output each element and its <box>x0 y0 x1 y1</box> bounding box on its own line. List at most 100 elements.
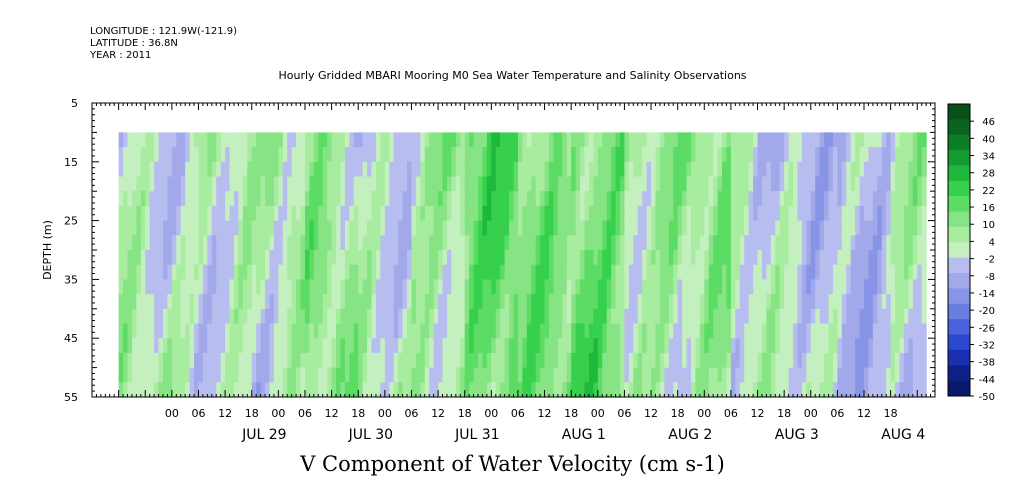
heatmap-cell <box>548 382 555 398</box>
heatmap-cell <box>690 382 697 398</box>
heatmap-cell <box>273 250 279 266</box>
heatmap-cell <box>633 308 639 325</box>
heatmap-cell <box>810 250 816 266</box>
heatmap-cell <box>220 191 226 207</box>
heatmap-cell <box>154 220 160 236</box>
heatmap-cell <box>482 132 488 148</box>
heatmap-cell <box>313 323 319 339</box>
heatmap-cell <box>917 294 923 310</box>
heatmap-cell <box>233 352 240 369</box>
heatmap-cell <box>216 220 222 236</box>
heatmap-cell <box>495 367 501 383</box>
heatmap-cell <box>136 338 142 354</box>
heatmap-cell <box>371 205 377 222</box>
heatmap-cell <box>850 235 856 251</box>
heatmap-cell <box>500 250 506 266</box>
heatmap-cell <box>455 205 461 222</box>
heatmap-cell <box>717 382 723 398</box>
heatmap-cell <box>482 161 488 178</box>
heatmap-cell <box>677 220 683 236</box>
heatmap-cell <box>912 294 918 310</box>
heatmap-cell <box>846 161 852 178</box>
heatmap-cell <box>619 161 626 178</box>
heatmap-cell <box>185 323 191 339</box>
heatmap-cell <box>903 191 909 207</box>
heatmap-cell <box>375 279 381 295</box>
heatmap-cell <box>353 279 359 295</box>
heatmap-cell <box>801 352 807 369</box>
heatmap-cell <box>895 147 901 163</box>
heatmap-cell <box>420 264 426 280</box>
heatmap-cell <box>677 132 683 148</box>
heatmap-cell <box>486 161 492 178</box>
heatmap-cell <box>438 161 444 178</box>
heatmap-cell <box>846 147 852 163</box>
heatmap-cell <box>358 352 364 369</box>
heatmap-cell <box>402 147 408 163</box>
heatmap-cell <box>824 132 830 148</box>
heatmap-cell <box>686 382 692 398</box>
heatmap-cell <box>655 147 661 163</box>
y-tick-label: 25 <box>64 215 78 228</box>
heatmap-cell <box>526 279 532 295</box>
heatmap-cell <box>420 132 426 148</box>
heatmap-cell <box>451 176 457 192</box>
heatmap-cell <box>770 176 776 192</box>
heatmap-cell <box>824 235 830 251</box>
heatmap-cell <box>446 176 452 192</box>
heatmap-cell <box>695 308 701 325</box>
heatmap-cell <box>673 191 679 207</box>
heatmap-cell <box>167 147 173 163</box>
heatmap-cell <box>131 220 137 236</box>
heatmap-cell <box>588 220 594 236</box>
heatmap-cell <box>708 132 714 148</box>
heatmap-cell <box>535 161 541 178</box>
heatmap-cell <box>375 338 381 354</box>
heatmap-cell <box>868 367 874 383</box>
heatmap-cell <box>517 323 523 339</box>
heatmap-cell <box>526 367 532 383</box>
heatmap-cell <box>850 323 856 339</box>
heatmap-cell <box>198 147 204 163</box>
heatmap-cell <box>287 279 293 295</box>
heatmap-cell <box>278 352 284 369</box>
heatmap-cell <box>739 382 745 398</box>
heatmap-cell <box>233 235 240 251</box>
heatmap-cell <box>841 279 847 295</box>
heatmap-cell <box>717 352 723 369</box>
heatmap-cell <box>855 205 861 222</box>
heatmap-cell <box>140 264 146 280</box>
heatmap-cell <box>637 338 643 354</box>
heatmap-cell <box>784 161 790 178</box>
heatmap-cell <box>180 147 186 163</box>
heatmap-cell <box>642 191 648 207</box>
heatmap-cell <box>877 308 883 325</box>
heatmap-cell <box>624 147 630 163</box>
heatmap-cell <box>118 308 124 325</box>
heatmap-cell <box>260 250 266 266</box>
heatmap-cell <box>841 147 847 163</box>
heatmap-cell <box>859 264 865 280</box>
heatmap-cell <box>486 250 492 266</box>
heatmap-cell <box>522 176 528 192</box>
heatmap-cell <box>176 294 182 310</box>
heatmap-cell <box>779 294 785 310</box>
heatmap-cell <box>770 250 776 266</box>
heatmap-cell <box>668 323 674 339</box>
heatmap-cell <box>864 264 870 280</box>
heatmap-cell <box>185 147 191 163</box>
heatmap-cell <box>713 205 719 222</box>
heatmap-cell <box>313 205 319 222</box>
heatmap-cell <box>890 132 896 148</box>
heatmap-cell <box>540 250 546 266</box>
colorbar-label: -20 <box>979 306 995 317</box>
heatmap-cell <box>877 264 883 280</box>
heatmap-cell <box>535 338 541 354</box>
heatmap-cell <box>921 338 927 354</box>
heatmap-cell <box>176 338 182 354</box>
heatmap-cell <box>149 338 155 354</box>
heatmap-cell <box>766 308 772 325</box>
heatmap-cell <box>819 161 825 178</box>
heatmap-cell <box>899 338 905 354</box>
heatmap-cell <box>415 382 421 398</box>
